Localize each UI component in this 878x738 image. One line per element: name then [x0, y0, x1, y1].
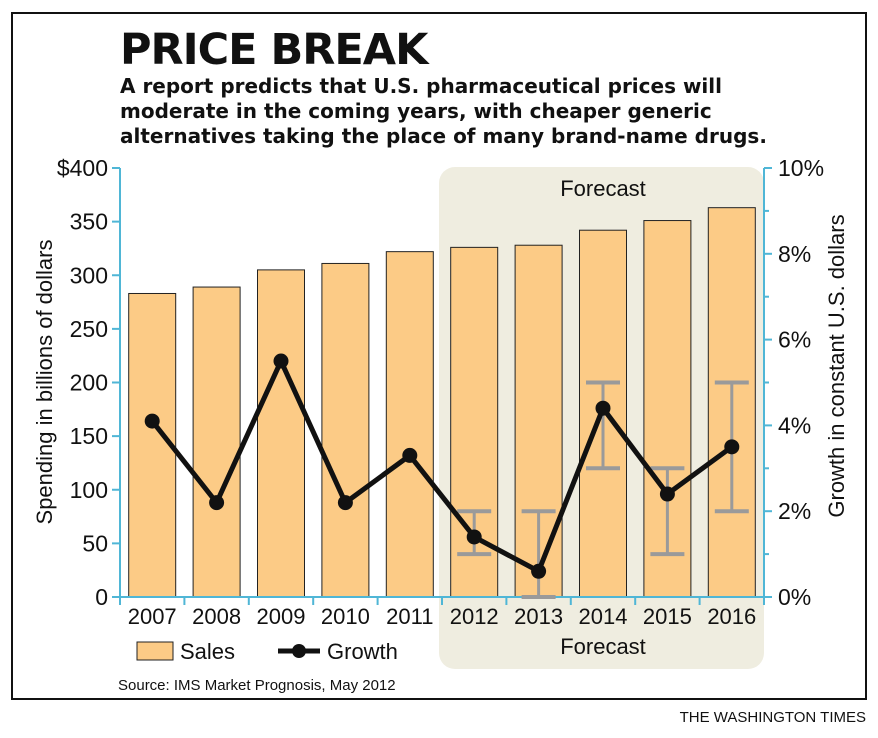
- x-tick-label: 2008: [192, 604, 241, 629]
- growth-point-2014: [595, 400, 611, 416]
- x-tick-label: 2007: [128, 604, 177, 629]
- sales-bar-2007: [128, 292, 177, 598]
- y2-tick-label: 8%: [778, 241, 811, 267]
- axes: 0 50 100 150 200 250 300 350 $400 0% 2% 4% 6% 8% 10% 20…: [57, 155, 824, 629]
- legend-sales-swatch: [136, 641, 174, 661]
- y-axis-title: Spending in billions of dollars: [32, 240, 57, 525]
- y2-tick-label: 2%: [778, 498, 811, 524]
- sales-bars: [128, 207, 756, 598]
- x-tick-label: 2009: [257, 604, 306, 629]
- y-tick-label: 200: [70, 370, 108, 396]
- growth-point-2011: [402, 447, 418, 463]
- sales-bar-2009: [257, 269, 305, 598]
- legend-growth-label: Growth: [327, 639, 398, 664]
- y2-tick-label: 4%: [778, 412, 811, 438]
- y2-tick-label: 6%: [778, 327, 811, 353]
- growth-point-2013: [531, 563, 547, 579]
- growth-point-2010: [337, 495, 353, 511]
- growth-point-2012: [466, 529, 482, 545]
- x-tick-label: 2016: [707, 604, 756, 629]
- x-tick-label: 2013: [514, 604, 563, 629]
- sales-bar-2011: [385, 251, 434, 598]
- legend-sales-label: Sales: [180, 639, 235, 664]
- x-tick-label: 2010: [321, 604, 370, 629]
- growth-line: [144, 353, 740, 579]
- forecast-label-top: Forecast: [560, 176, 646, 201]
- y-tick-label: 150: [70, 423, 108, 449]
- y-tick-label: 250: [70, 316, 108, 342]
- sales-bar-2010: [321, 262, 370, 598]
- y-tick-label: 0: [95, 584, 108, 610]
- source-note: Source: IMS Market Prognosis, May 2012: [118, 677, 396, 694]
- y2-tick-label: 0%: [778, 584, 811, 610]
- y2-tick-label: 10%: [778, 155, 824, 181]
- y-tick-label: 100: [70, 477, 108, 503]
- y-tick-label: 300: [70, 262, 108, 288]
- growth-point-2007: [144, 413, 160, 429]
- x-tick-label: 2014: [579, 604, 628, 629]
- x-tick-label: 2012: [450, 604, 499, 629]
- y-tick-label: $400: [57, 155, 108, 181]
- growth-point-2015: [659, 486, 675, 502]
- growth-point-2016: [724, 439, 740, 455]
- x-tick-label: 2011: [386, 604, 433, 629]
- growth-polyline: [150, 355, 734, 575]
- chart-title: PRICE BREAK: [120, 25, 428, 75]
- chart-subtitle: A report predicts that U.S. pharmaceutic…: [120, 74, 767, 148]
- y2-axis-title: Growth in constant U.S. dollars: [824, 214, 849, 517]
- publisher-credit: THE WASHINGTON TIMES: [679, 709, 866, 726]
- growth-point-2008: [209, 495, 225, 511]
- x-tick-label: 2015: [643, 604, 692, 629]
- legend: Sales Growth: [136, 639, 398, 664]
- graphic-frame: [11, 12, 867, 700]
- growth-point-2009: [273, 353, 289, 369]
- y-tick-label: 350: [70, 209, 108, 235]
- legend-growth-marker: [292, 644, 306, 658]
- y-tick-label: 50: [82, 530, 108, 556]
- growth-error-bars: [457, 380, 749, 599]
- forecast-label-bottom: Forecast: [560, 634, 646, 659]
- sales-bar-2008: [192, 286, 241, 598]
